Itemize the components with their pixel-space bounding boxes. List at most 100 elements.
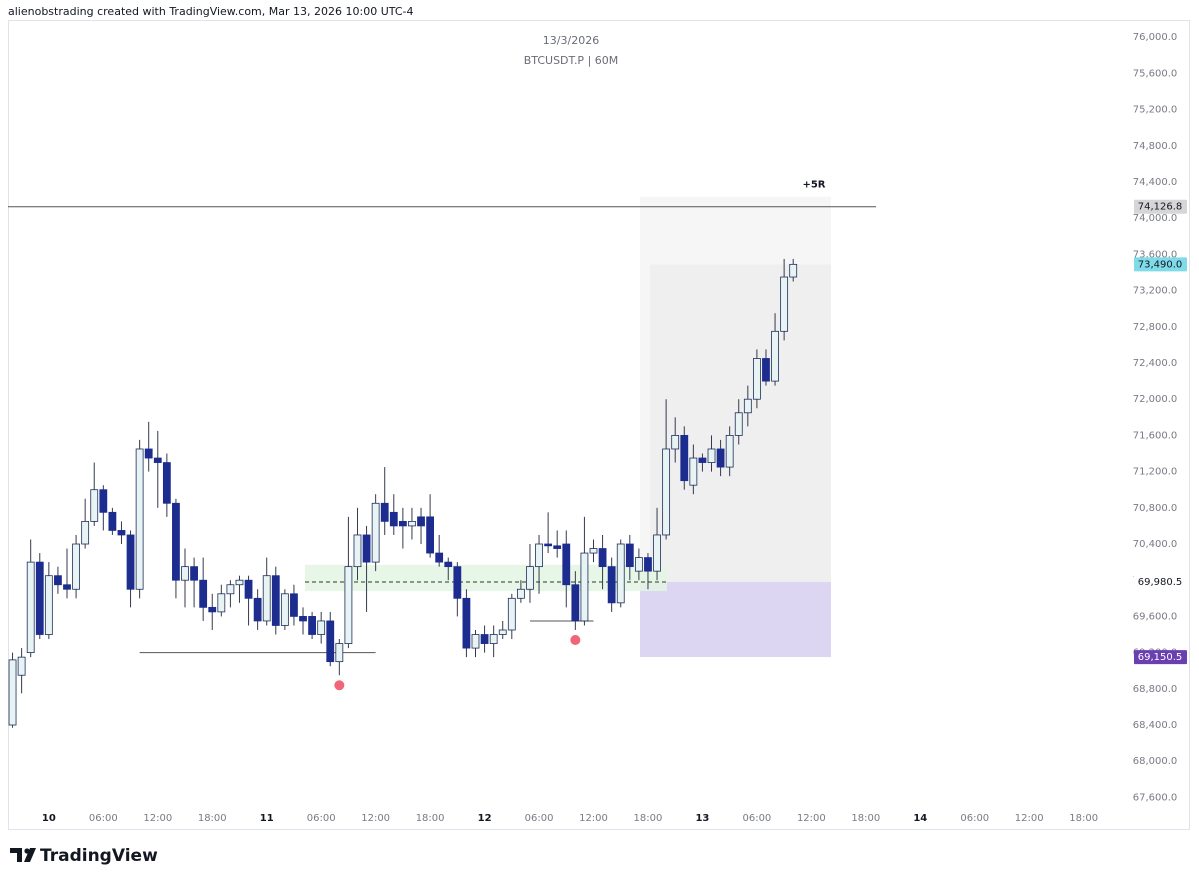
- candle-body: [344, 566, 353, 644]
- candle-body: [8, 659, 17, 726]
- candle: [489, 625, 498, 658]
- candle-body: [108, 511, 117, 531]
- candle: [662, 399, 671, 540]
- x-tick-label: 06:00: [89, 813, 118, 824]
- candle: [72, 534, 80, 599]
- candle-body: [353, 534, 362, 568]
- candle: [435, 534, 444, 567]
- candle-body: [580, 552, 589, 622]
- header: alienobstrading created with TradingView…: [8, 5, 413, 18]
- x-tick-label: 18:00: [416, 813, 445, 824]
- candle-body: [417, 516, 425, 527]
- target-label: +5R: [802, 180, 825, 191]
- candle-body: [253, 597, 262, 622]
- price-label-box: [1134, 574, 1187, 589]
- stop-zone: [640, 581, 831, 658]
- candle-body: [516, 588, 525, 599]
- candle: [562, 530, 571, 608]
- candle: [398, 507, 407, 549]
- candle-body: [290, 593, 298, 617]
- price-label: 74,126.8: [1138, 202, 1183, 213]
- x-tick-label: 06:00: [307, 813, 336, 824]
- candle: [99, 485, 108, 531]
- x-tick-label: 12:00: [1015, 813, 1044, 824]
- candle-body: [480, 634, 489, 644]
- x-tick-label: 06:00: [742, 813, 771, 824]
- candle: [380, 467, 389, 535]
- candle: [335, 639, 344, 676]
- x-tick-label: 10: [42, 813, 56, 824]
- candle: [498, 620, 507, 640]
- chart-frame: [8, 20, 1190, 830]
- candle: [162, 453, 171, 517]
- candle-body: [90, 489, 99, 522]
- y-tick-label: 71,600.0: [1133, 430, 1178, 441]
- sweep-marker: [334, 680, 345, 691]
- candle-body: [17, 656, 26, 676]
- candle-body: [598, 548, 607, 568]
- candle-body: [117, 530, 126, 536]
- candle-body: [144, 448, 153, 459]
- candle: [616, 539, 625, 608]
- candle: [108, 507, 117, 535]
- candle-body: [462, 597, 471, 649]
- candle: [725, 426, 734, 477]
- candle-body: [489, 634, 498, 644]
- candle: [135, 439, 144, 599]
- candle-body: [662, 448, 671, 536]
- candle: [408, 507, 416, 540]
- x-tick-label: 13: [695, 813, 709, 824]
- candle-body: [689, 457, 698, 486]
- x-tick-label: 06:00: [525, 813, 554, 824]
- x-tick-label: 11: [260, 813, 274, 824]
- candle: [762, 349, 770, 386]
- candle: [417, 507, 425, 545]
- y-tick-label: 70,400.0: [1133, 539, 1178, 550]
- candle-body: [63, 584, 71, 590]
- candle-body: [280, 593, 289, 626]
- candle-body: [244, 579, 253, 599]
- candle-body: [698, 457, 707, 463]
- candle-body: [634, 557, 643, 572]
- x-tick-label: 14: [913, 813, 927, 824]
- candle-body: [299, 616, 307, 622]
- y-tick-label: 72,800.0: [1133, 322, 1178, 333]
- candle: [8, 652, 17, 728]
- candle-body: [235, 579, 244, 586]
- candle: [217, 584, 226, 617]
- candle-body: [780, 276, 789, 332]
- candle-body: [716, 448, 725, 468]
- candle-body: [162, 462, 171, 504]
- candle-body: [398, 520, 407, 527]
- candle: [199, 557, 208, 621]
- candle: [580, 516, 589, 626]
- candle-body: [26, 561, 35, 654]
- candle: [625, 534, 634, 581]
- candle: [644, 553, 652, 590]
- candle-body: [153, 457, 162, 463]
- candle: [752, 349, 761, 409]
- x-tick-label: 12:00: [797, 813, 826, 824]
- candle-body: [408, 520, 416, 527]
- candle: [480, 625, 489, 653]
- y-tick-label: 74,800.0: [1133, 141, 1178, 152]
- candle-body: [762, 358, 770, 382]
- x-tick-label: 18:00: [851, 813, 880, 824]
- price-label: 73,490.0: [1138, 259, 1183, 270]
- candle: [117, 521, 126, 545]
- candle: [734, 399, 743, 445]
- x-tick-label: 06:00: [960, 813, 989, 824]
- candle-body: [326, 620, 335, 663]
- candle-body: [172, 502, 180, 581]
- candle-body: [181, 566, 189, 581]
- chart-title: 13/3/2026: [543, 34, 599, 47]
- candle: [353, 507, 362, 581]
- candle: [190, 557, 198, 608]
- candle: [172, 498, 180, 599]
- x-tick-label: 12:00: [361, 813, 390, 824]
- candle: [389, 494, 398, 535]
- candle-body: [217, 593, 226, 613]
- y-tick-label: 72,400.0: [1133, 358, 1178, 369]
- chart-subtitle: BTCUSDT.P | 60M: [524, 54, 619, 67]
